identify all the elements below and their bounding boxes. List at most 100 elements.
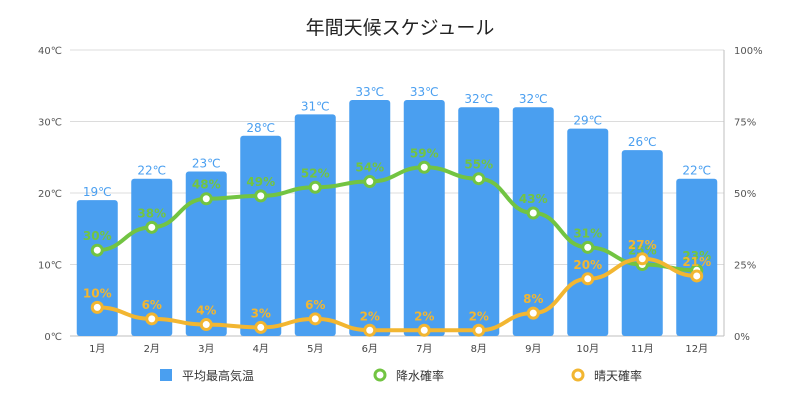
x-tick-label: 5月 (307, 343, 323, 355)
bar-value-label: 33℃ (410, 85, 439, 99)
bar-value-label: 23℃ (192, 157, 221, 171)
bar-value-label: 29℃ (573, 114, 602, 128)
line-value-label: 59% (410, 146, 439, 160)
legend-swatch-bar (160, 369, 172, 381)
line-point-marker (254, 320, 268, 334)
line-point-marker (363, 175, 377, 189)
legend-swatch-line (373, 368, 387, 382)
line-point-marker (199, 318, 213, 332)
x-tick-label: 2月 (144, 343, 160, 355)
line-value-label: 2% (469, 309, 489, 323)
line-point-marker (472, 172, 486, 186)
x-tick-label: 12月 (685, 343, 708, 355)
line-value-label: 55% (464, 158, 493, 172)
gridlines (70, 49, 724, 337)
temperature-bar (403, 100, 445, 336)
line-value-label: 6% (305, 298, 325, 312)
y-left-tick-label: 0℃ (44, 332, 62, 343)
line-value-label: 54% (355, 161, 384, 175)
y-left-tick-label: 10℃ (38, 261, 62, 272)
y-right-tick-label: 50% (734, 189, 756, 200)
line-value-label: 43% (519, 192, 548, 206)
line-value-label: 21% (682, 255, 711, 269)
temperature-bar (294, 114, 336, 336)
bar-value-label: 26℃ (628, 135, 657, 149)
line-value-label: 48% (192, 178, 221, 192)
line-point-marker (472, 323, 486, 337)
line-point-marker (145, 312, 159, 326)
line-value-label: 30% (83, 229, 112, 243)
line-point-marker (308, 312, 322, 326)
line-point-marker (526, 306, 540, 320)
line-point-marker (90, 243, 104, 257)
x-tick-label: 4月 (253, 343, 269, 355)
bar-value-label: 22℃ (137, 164, 166, 178)
bar-value-label: 31℃ (301, 99, 330, 113)
bar-value-label: 33℃ (355, 85, 384, 99)
chart-title: 年間天候スケジュール (306, 17, 495, 39)
line-point-marker (581, 240, 595, 254)
line-series: 30% 38% 48% 49% 52% 54% 59% 55% 43% 31% 25% 23% 10% 6… (83, 146, 711, 337)
line-value-label: 23% (682, 249, 711, 263)
line-point-marker (199, 192, 213, 206)
line-value-label: 10% (83, 286, 112, 300)
temperature-bar (76, 200, 118, 336)
line-point-marker (308, 180, 322, 194)
line-value-label: 27% (628, 238, 657, 252)
bar-value-label: 32℃ (464, 92, 493, 106)
x-tick-label: 8月 (471, 343, 487, 355)
bar-value-label: 32℃ (519, 92, 548, 106)
temperature-bar (349, 100, 391, 336)
x-tick-label: 9月 (525, 343, 541, 355)
y-right-tick-label: 75% (734, 118, 756, 129)
legend-swatch-line (571, 368, 585, 382)
line-value-label: 31% (573, 226, 602, 240)
line-point-marker (690, 269, 704, 283)
x-tick-label: 1月 (89, 343, 105, 355)
line-value-label: 2% (360, 309, 380, 323)
legend-entry-label: 降水確率 (396, 368, 444, 383)
line-value-label: 20% (573, 258, 602, 272)
temperature-bar (458, 107, 500, 336)
line-point-marker (417, 323, 431, 337)
temperature-bar (240, 135, 282, 336)
temperature-bar (621, 150, 663, 336)
line-point-marker (635, 252, 649, 266)
x-tick-label: 6月 (362, 343, 378, 355)
line-point-marker (417, 160, 431, 174)
legend-entry-label: 晴天確率 (594, 368, 642, 383)
line-point-marker (581, 272, 595, 286)
temperature-bar (567, 128, 609, 336)
y-right-tick-label: 100% (734, 46, 763, 57)
line-value-label: 49% (246, 175, 275, 189)
x-tick-label: 7月 (416, 343, 432, 355)
line-value-label: 4% (196, 304, 216, 318)
line-value-label: 3% (251, 306, 271, 320)
line-value-label: 8% (523, 292, 543, 306)
line-value-label: 25% (628, 244, 657, 258)
line-value-label: 2% (414, 309, 434, 323)
temperature-bar (185, 171, 227, 336)
line-point-marker (145, 220, 159, 234)
y-left-tick-label: 20℃ (38, 189, 62, 200)
axes: 0℃ 0% 10℃ 25% 20℃ 50% 30℃ 75% 40℃ 100% 1月 2月 3月 4月 5月 6… (38, 46, 763, 355)
line-value-label: 52% (301, 166, 330, 180)
y-right-tick-label: 0% (734, 332, 750, 343)
line-value-label: 6% (142, 298, 162, 312)
y-left-tick-label: 30℃ (38, 118, 62, 129)
temperature-bar (676, 178, 718, 336)
legend: 平均最高気温 降水確率 晴天確率 (160, 368, 642, 383)
temperature-bar (131, 178, 173, 336)
legend-entry-label: 平均最高気温 (182, 368, 254, 383)
line-point-marker (90, 300, 104, 314)
y-left-tick-label: 40℃ (38, 46, 62, 57)
x-tick-label: 11月 (631, 343, 654, 355)
x-tick-label: 3月 (198, 343, 214, 355)
y-right-tick-label: 25% (734, 261, 756, 272)
temperature-bar (512, 107, 554, 336)
x-tick-label: 10月 (576, 343, 599, 355)
bar-value-label: 28℃ (246, 121, 275, 135)
line-point-marker (526, 206, 540, 220)
